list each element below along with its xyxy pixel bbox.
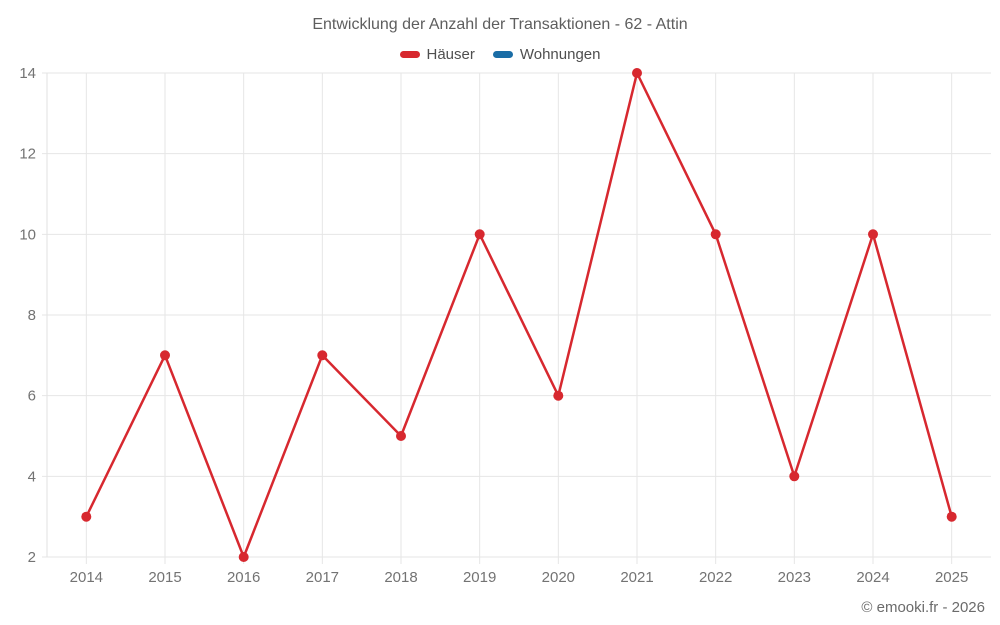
x-tick-label: 2021	[620, 569, 653, 586]
series-line-hauser	[85, 71, 953, 559]
chart-title: Entwicklung der Anzahl der Transaktionen…	[312, 16, 688, 33]
data-point-hauser-2014	[81, 511, 92, 522]
y-tick-label: 4	[28, 468, 36, 485]
x-tick-label: 2015	[148, 569, 181, 586]
x-tick-label: 2017	[306, 569, 339, 586]
y-tick-label: 6	[28, 388, 36, 405]
x-tick-label: 2014	[70, 569, 103, 586]
data-point-hauser-2018	[396, 431, 406, 441]
data-point-hauser-2016	[238, 552, 249, 562]
x-tick-label: 2023	[778, 569, 811, 586]
data-point-hauser-2024	[868, 229, 878, 240]
x-tick-label: 2025	[935, 569, 968, 586]
data-point-hauser-2021	[632, 68, 642, 78]
x-tick-label: 2020	[542, 569, 575, 586]
data-point-hauser-2020	[553, 390, 564, 401]
data-point-hauser-2019	[474, 229, 485, 240]
legend-swatch-wohnungen	[492, 51, 513, 58]
y-tick-label: 10	[19, 226, 36, 243]
y-tick-label: 12	[19, 146, 36, 163]
y-tick-label: 8	[28, 307, 36, 324]
copyright-footer: © emooki.fr - 2026	[861, 599, 985, 616]
y-tick-label: 2	[28, 549, 36, 566]
legend-label: Wohnungen	[519, 46, 601, 63]
chart-legend: Häuser Wohnungen	[0, 46, 1000, 63]
data-point-hauser-2022	[710, 229, 721, 240]
data-point-hauser-2015	[160, 350, 170, 361]
x-tick-label: 2018	[384, 569, 417, 586]
legend-item-wohnungen[interactable]: Wohnungen	[492, 46, 601, 63]
legend-label: Häuser	[426, 46, 475, 63]
x-tick-label: 2019	[463, 569, 496, 586]
legend-swatch-hauser	[399, 51, 420, 58]
x-tick-label: 2024	[856, 569, 889, 586]
legend-item-hauser[interactable]: Häuser	[399, 46, 475, 63]
x-tick-label: 2016	[227, 569, 260, 586]
data-point-hauser-2025	[946, 511, 957, 522]
x-tick-label: 2022	[699, 569, 732, 586]
data-point-hauser-2017	[317, 350, 328, 361]
data-point-hauser-2023	[789, 471, 800, 482]
y-tick-label: 14	[19, 65, 36, 82]
